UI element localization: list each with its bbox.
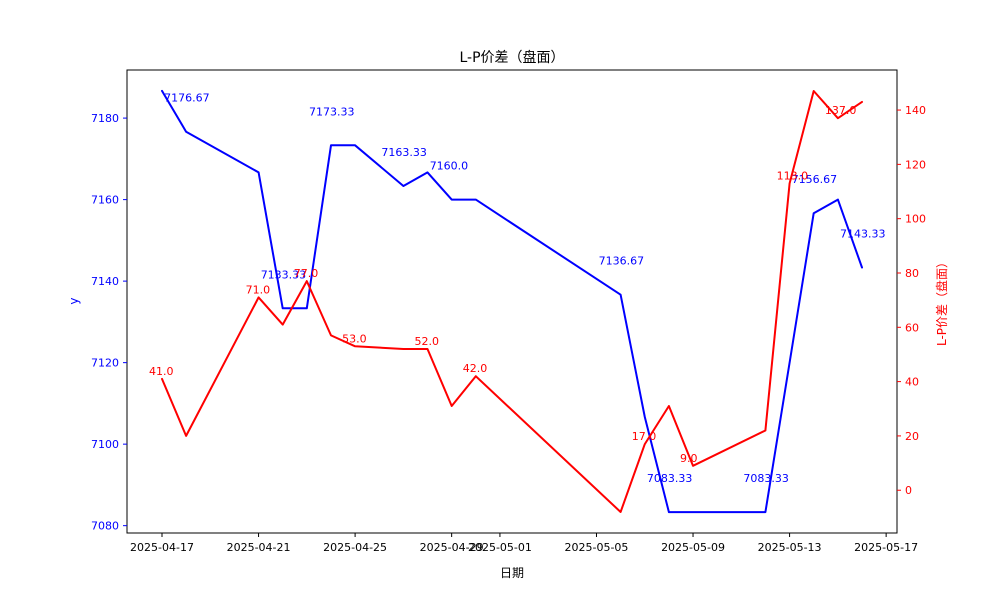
- y-right-tick-label: 140: [905, 104, 926, 117]
- y-left-tick-label: 7080: [91, 520, 119, 533]
- y-right-tick-label: 40: [905, 376, 919, 389]
- y-left-tick-label: 7180: [91, 112, 119, 125]
- point-label-left: 7160.0: [430, 160, 469, 173]
- point-label-right: 52.0: [415, 335, 440, 348]
- x-tick-label: 2025-05-05: [565, 541, 629, 554]
- point-label-left: 7083.33: [743, 472, 789, 485]
- point-label-left: 7173.33: [309, 105, 355, 118]
- point-label-right: 137.0: [825, 104, 857, 117]
- point-label-right: 42.0: [463, 362, 488, 375]
- x-tick-label: 2025-05-09: [661, 541, 725, 554]
- y-axis-label-right: L-P价差（盘面）: [934, 256, 949, 346]
- point-label-right: 71.0: [246, 283, 271, 296]
- point-label-left: 7143.33: [840, 228, 886, 241]
- y-right-tick-label: 100: [905, 213, 926, 226]
- y-right-tick-label: 120: [905, 158, 926, 171]
- point-label-left: 7083.33: [647, 472, 693, 485]
- x-tick-label: 2025-04-21: [227, 541, 291, 554]
- axes-spines: [126, 69, 898, 534]
- point-label-left: 7176.67: [164, 92, 210, 105]
- y-left-tick-label: 7100: [91, 438, 119, 451]
- y-right-tick-label: 20: [905, 430, 919, 443]
- x-tick-label: 2025-04-29: [420, 541, 484, 554]
- y-axis-label-left: y: [67, 297, 81, 304]
- x-axis-label: 日期: [500, 566, 524, 580]
- series-line-right: [161, 90, 863, 513]
- y-left-tick-label: 7120: [91, 357, 119, 370]
- chart-title: L-P价差（盘面）: [459, 49, 564, 66]
- x-tick-label: 2025-04-25: [323, 541, 387, 554]
- point-label-right: 9.0: [680, 452, 698, 465]
- x-tick-label: 2025-05-01: [468, 541, 532, 554]
- plot-area: 2025-04-17 2025-04-21 2025-04-25 2025-04-29…: [91, 69, 926, 554]
- series-line-left: [161, 89, 863, 514]
- y-right-tick-label: 80: [905, 267, 919, 280]
- point-label-right: 41.0: [149, 365, 174, 378]
- point-label-right: 113.0: [777, 169, 809, 182]
- x-tick-label: 2025-05-13: [758, 541, 822, 554]
- point-label-left: 7156.67: [792, 173, 838, 186]
- y-right-tick-label: 60: [905, 321, 919, 334]
- x-tick-label: 2025-05-17: [854, 541, 918, 554]
- x-tick-label: 2025-04-17: [130, 541, 194, 554]
- y-left-tick-label: 7160: [91, 194, 119, 207]
- point-label-left: 7133.33: [261, 268, 307, 281]
- point-label-left: 7136.67: [599, 255, 645, 268]
- point-label-left: 7163.33: [381, 146, 427, 159]
- point-label-right: 17.0: [632, 430, 657, 443]
- point-label-right: 77.0: [294, 267, 319, 280]
- point-label-right: 53.0: [342, 332, 367, 345]
- y-right-tick-label: 0: [905, 484, 912, 497]
- y-left-tick-label: 7140: [91, 275, 119, 288]
